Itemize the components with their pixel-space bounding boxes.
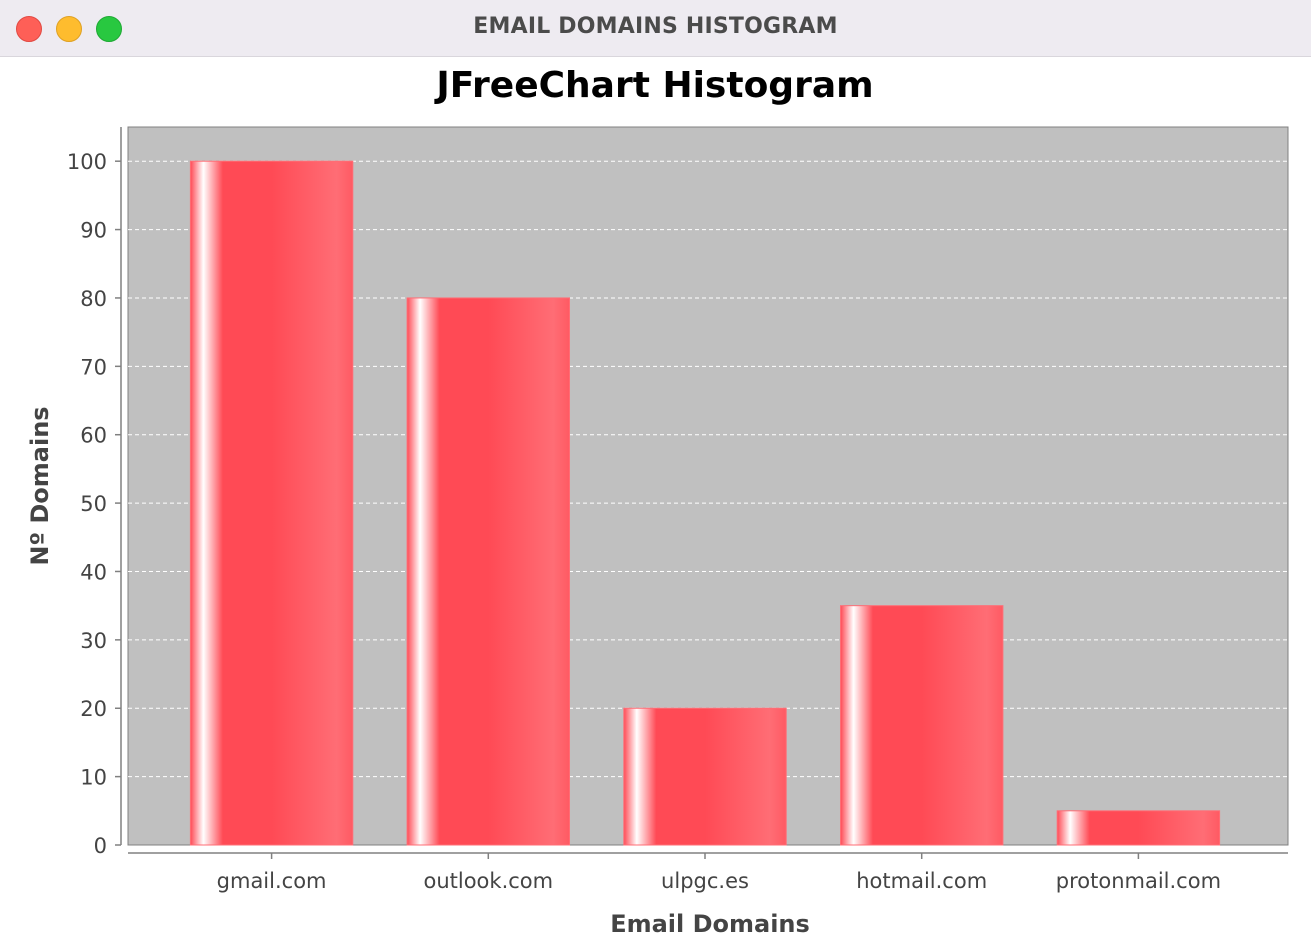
- x-axis-ticks: gmail.com outlook.com ulpgc.es hotmail.com p…: [217, 853, 1221, 893]
- y-tick-label: 30: [80, 629, 107, 653]
- y-tick-label: 70: [80, 355, 107, 379]
- title-bar: EMAIL DOMAINS HISTOGRAM: [0, 0, 1311, 57]
- maximize-window-button[interactable]: [96, 16, 122, 42]
- window-title: EMAIL DOMAINS HISTOGRAM: [473, 14, 838, 39]
- x-tick-label: ulpgc.es: [661, 869, 749, 893]
- close-window-button[interactable]: [16, 16, 42, 42]
- bar-hotmail-com: [840, 605, 1004, 846]
- y-tick-label: 10: [80, 766, 107, 790]
- y-axis-ticks: 0 10 20 30 40 50 60 70 80 90 100: [67, 150, 121, 858]
- x-tick-label: outlook.com: [423, 869, 553, 893]
- bar-outlook-com: [406, 297, 570, 846]
- y-tick-label: 90: [80, 219, 107, 243]
- histogram-chart: JFreeChart Histogram 0 10 20 30 40 50 60 70 80 90…: [26, 65, 1289, 938]
- y-tick-label: 20: [80, 697, 107, 721]
- y-tick-label: 100: [67, 150, 107, 174]
- y-tick-label: 50: [80, 492, 107, 516]
- x-axis-label: Email Domains: [610, 910, 810, 938]
- y-tick-label: 40: [80, 560, 107, 584]
- chart-title: JFreeChart Histogram: [433, 65, 873, 106]
- y-tick-label: 80: [80, 287, 107, 311]
- bar-series: [189, 160, 1221, 846]
- x-tick-label: gmail.com: [217, 869, 327, 893]
- bar-protonmail-com: [1056, 810, 1221, 846]
- bar-gmail-com: [189, 160, 354, 846]
- minimize-window-button[interactable]: [56, 16, 82, 42]
- y-axis-label: Nº Domains: [26, 406, 54, 565]
- x-tick-label: protonmail.com: [1056, 869, 1221, 893]
- y-tick-label: 0: [94, 834, 107, 858]
- x-tick-label: hotmail.com: [856, 869, 987, 893]
- gridlines: [128, 160, 1288, 778]
- bar-ulpgc-es: [623, 707, 787, 846]
- y-tick-label: 60: [80, 424, 107, 448]
